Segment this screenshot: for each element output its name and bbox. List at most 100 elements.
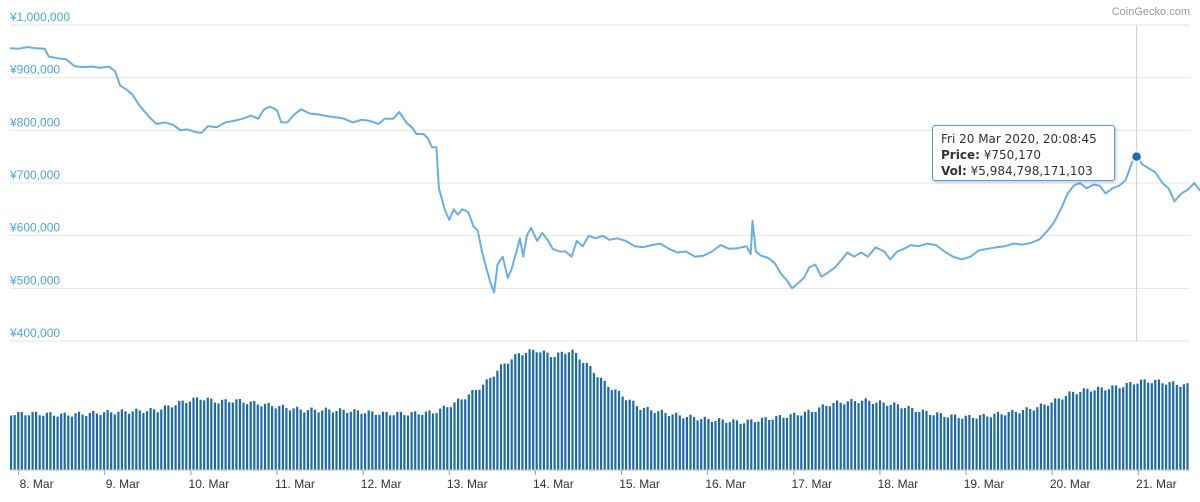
volume-bar bbox=[539, 352, 542, 470]
volume-bar bbox=[693, 417, 696, 470]
volume-bar bbox=[903, 408, 907, 470]
volume-bar bbox=[1068, 391, 1071, 470]
volume-bar bbox=[918, 412, 921, 470]
volume-bar bbox=[528, 349, 531, 470]
volume-bar bbox=[939, 413, 942, 470]
volume-bar bbox=[335, 411, 338, 470]
volume-bar bbox=[1086, 388, 1089, 470]
volume-bar bbox=[1043, 404, 1046, 470]
volume-bar bbox=[503, 363, 506, 470]
volume-bar bbox=[10, 415, 13, 470]
volume-bar bbox=[1054, 398, 1057, 470]
volume-bar bbox=[52, 415, 56, 470]
volume-bar bbox=[600, 377, 603, 470]
volume-bar bbox=[231, 402, 234, 470]
volume-bar bbox=[646, 406, 649, 470]
volume-bar bbox=[943, 416, 946, 470]
volume-bar bbox=[929, 415, 932, 470]
y-tick-label: ¥900,000 bbox=[9, 63, 60, 77]
volume-bar bbox=[617, 390, 621, 470]
volume-bar bbox=[843, 404, 846, 470]
volume-bar bbox=[642, 407, 646, 470]
volume-bar bbox=[632, 400, 635, 470]
volume-bar bbox=[92, 410, 95, 470]
volume-bar bbox=[128, 413, 131, 470]
volume-bar bbox=[353, 409, 356, 470]
volume-bar bbox=[775, 415, 778, 470]
volume-bar bbox=[900, 408, 903, 470]
volume-bar bbox=[267, 402, 270, 470]
volume-bar bbox=[288, 410, 292, 470]
volume-bar bbox=[664, 413, 667, 470]
volume-bar bbox=[221, 399, 224, 470]
volume-bar bbox=[496, 370, 499, 470]
volume-bar bbox=[399, 411, 402, 470]
volume-bar bbox=[968, 415, 971, 470]
volume-bar bbox=[921, 409, 924, 470]
price-line[interactable] bbox=[9, 46, 1200, 294]
volume-bar bbox=[1143, 379, 1146, 470]
volume-bar bbox=[825, 405, 828, 470]
volume-bar bbox=[1036, 407, 1039, 470]
volume-bar bbox=[364, 413, 367, 470]
x-tick-label: 11. Mar bbox=[275, 477, 315, 491]
volume-bar bbox=[757, 421, 760, 470]
volume-bar bbox=[210, 398, 213, 470]
volume-bar bbox=[292, 408, 295, 470]
volume-bar bbox=[35, 411, 38, 470]
volume-bar bbox=[857, 403, 860, 470]
volume-bar bbox=[346, 413, 349, 470]
volume-bar bbox=[38, 415, 41, 470]
volume-bar bbox=[864, 398, 867, 470]
x-tick-label: 19. Mar bbox=[964, 477, 1005, 491]
volume-bar bbox=[224, 399, 227, 470]
volume-bar bbox=[549, 357, 553, 470]
volume-bar bbox=[263, 403, 267, 470]
volume-bar bbox=[542, 350, 545, 470]
volume-bar bbox=[818, 407, 821, 470]
volume-bar bbox=[671, 414, 674, 470]
volume-bar bbox=[274, 408, 277, 470]
volume-bar bbox=[811, 412, 814, 470]
volume-bar bbox=[800, 415, 803, 470]
volume-bar bbox=[195, 397, 199, 470]
volume-bar bbox=[99, 415, 102, 470]
volume-bar bbox=[188, 401, 191, 470]
y-axis-ticks: ¥1,000,000 ¥900,000 ¥800,000 ¥700,000 ¥600,0… bbox=[9, 10, 70, 340]
volume-bar bbox=[510, 359, 513, 470]
volume-bar bbox=[381, 411, 385, 470]
volume-bar bbox=[700, 419, 703, 470]
volume-bar bbox=[989, 417, 992, 470]
volume-bar bbox=[1147, 382, 1150, 470]
volume-bar bbox=[310, 407, 313, 470]
volume-bar bbox=[907, 405, 910, 470]
y-tick-label: ¥800,000 bbox=[9, 115, 60, 129]
volume-bar bbox=[439, 408, 442, 470]
volume-bar bbox=[975, 418, 978, 470]
volume-bar bbox=[160, 409, 163, 470]
volume-bar bbox=[521, 355, 524, 470]
volume-bar bbox=[45, 412, 48, 470]
volume-bar bbox=[199, 399, 202, 470]
volume-bar bbox=[1029, 409, 1032, 470]
volume-bar bbox=[1132, 384, 1135, 470]
volume-bar bbox=[964, 415, 967, 470]
volume-bar bbox=[596, 377, 599, 470]
volume-bar bbox=[1125, 383, 1128, 470]
volume-bar bbox=[356, 410, 359, 470]
volume-bar bbox=[13, 415, 16, 470]
x-tick-label: 9. Mar bbox=[106, 477, 140, 491]
volume-bar bbox=[317, 412, 320, 470]
volume-bar bbox=[1122, 387, 1125, 470]
volume-bar bbox=[728, 422, 731, 470]
coingecko-credit[interactable]: CoinGecko.com bbox=[1111, 6, 1190, 18]
volume-bar bbox=[785, 417, 789, 470]
volume-bar bbox=[746, 419, 749, 470]
volume-bar bbox=[1089, 391, 1093, 470]
volume-bar bbox=[718, 418, 721, 470]
hover-marker[interactable] bbox=[1130, 150, 1143, 163]
volume-bar bbox=[70, 416, 73, 470]
volume-bar bbox=[621, 396, 624, 470]
volume-bar bbox=[478, 389, 481, 470]
volume-bar bbox=[77, 411, 81, 470]
